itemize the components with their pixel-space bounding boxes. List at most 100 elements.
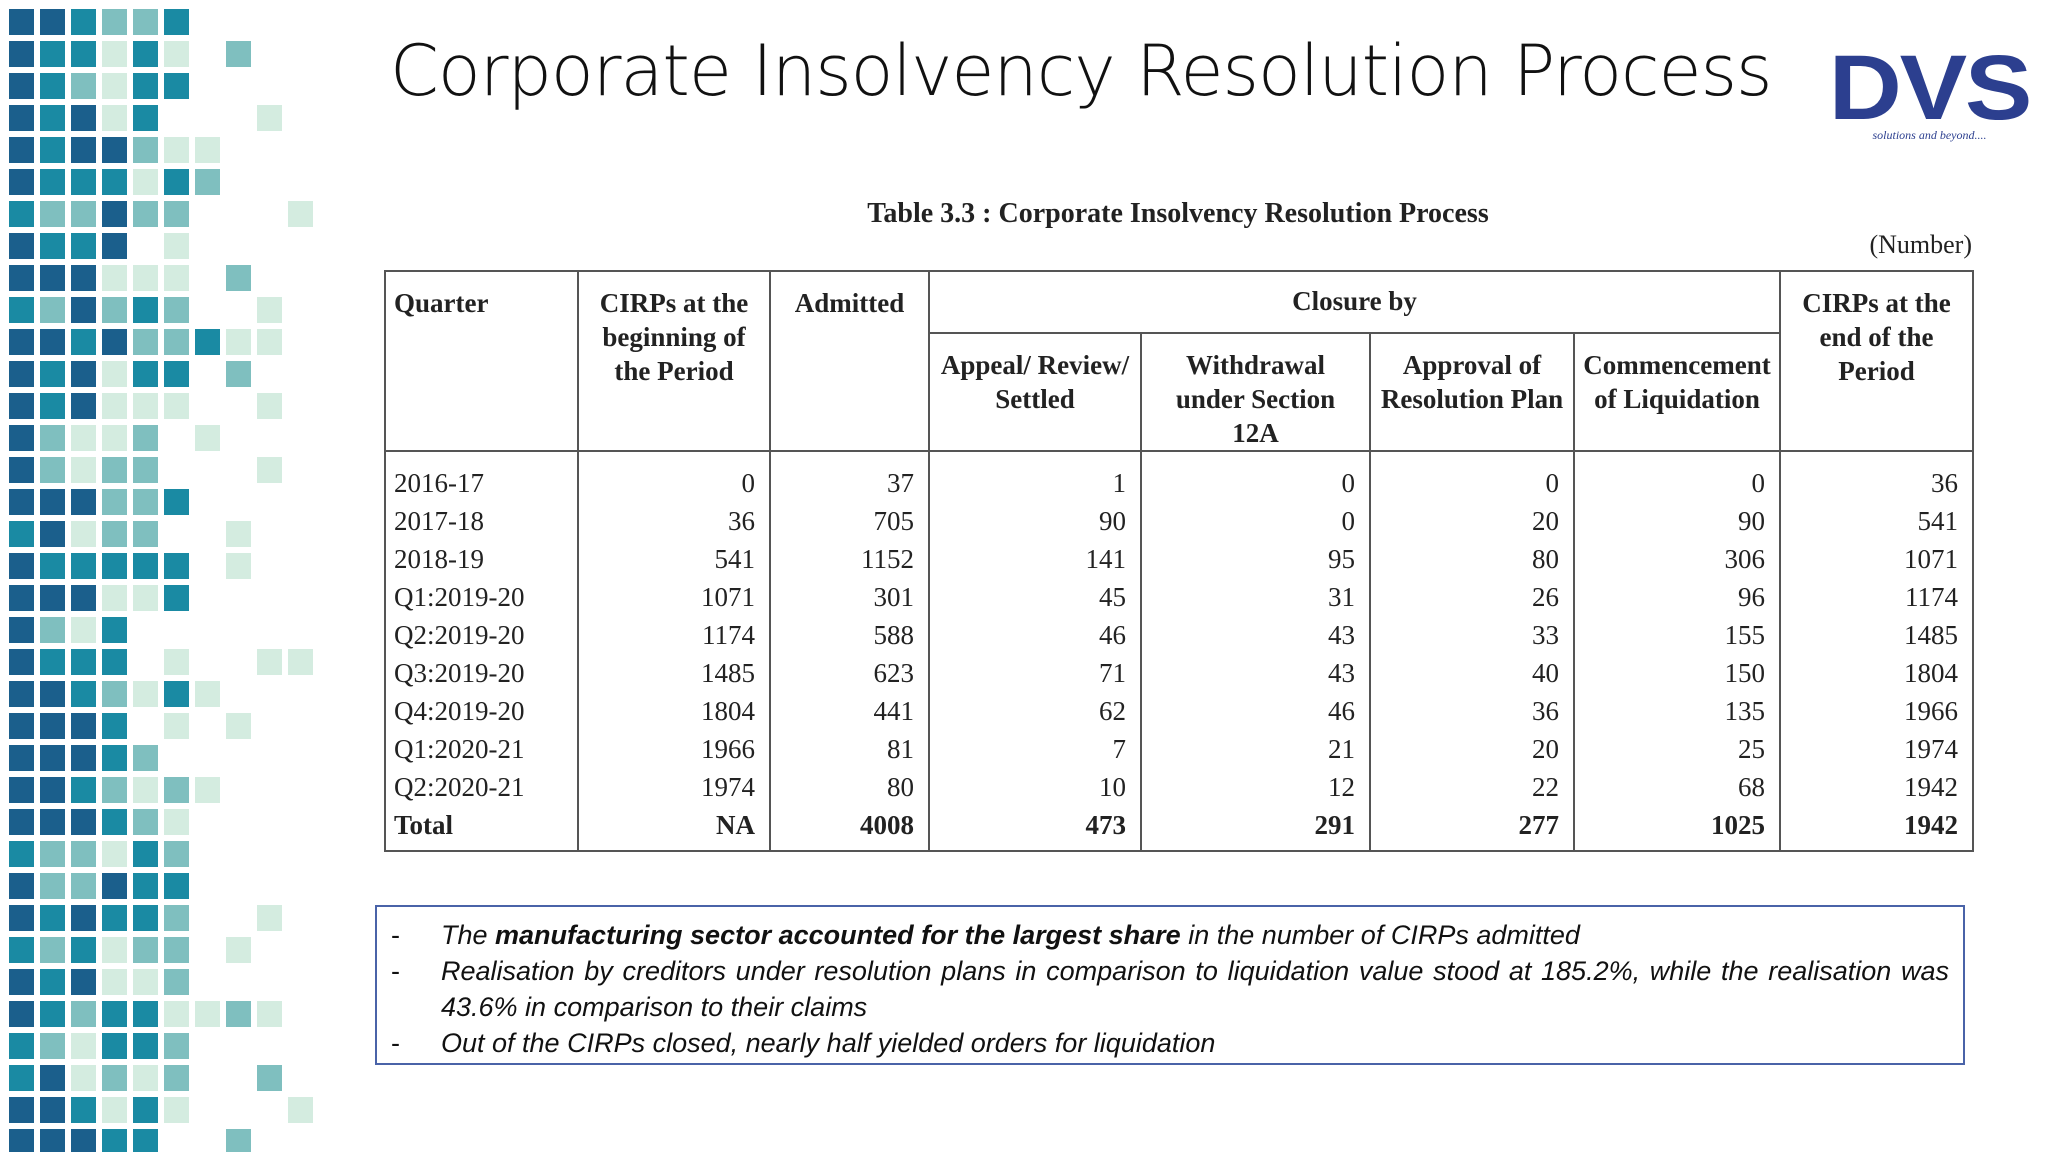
deco-square xyxy=(102,1065,127,1091)
deco-square xyxy=(164,969,189,995)
deco-square xyxy=(133,1065,158,1091)
deco-square xyxy=(71,585,96,611)
table-cell: 95 xyxy=(1140,540,1370,578)
table-cell: 31 xyxy=(1140,578,1370,616)
deco-square xyxy=(40,9,65,35)
deco-square xyxy=(164,361,189,387)
deco-square xyxy=(164,265,189,291)
deco-square xyxy=(9,713,34,739)
table-cell: 0 xyxy=(1140,451,1370,502)
deco-square xyxy=(71,297,96,323)
deco-square xyxy=(102,233,127,259)
deco-square xyxy=(102,713,127,739)
deco-square xyxy=(9,201,34,227)
table-cell: 1974 xyxy=(577,768,770,806)
deco-square xyxy=(133,137,158,163)
deco-square xyxy=(195,681,220,707)
table-cell: 46 xyxy=(928,616,1141,654)
table-cell: 7 xyxy=(928,730,1141,768)
deco-square xyxy=(102,553,127,579)
deco-square xyxy=(40,649,65,675)
deco-square xyxy=(164,649,189,675)
deco-square xyxy=(71,393,96,419)
header-cell: Appeal/ Review/ Settled xyxy=(928,333,1141,452)
table-cell: 155 xyxy=(1572,616,1781,654)
deco-square xyxy=(257,457,282,483)
deco-square xyxy=(133,9,158,35)
deco-square xyxy=(257,393,282,419)
deco-square xyxy=(164,233,189,259)
deco-square xyxy=(226,41,251,67)
deco-square xyxy=(102,265,127,291)
deco-square xyxy=(257,905,282,931)
deco-square xyxy=(102,809,127,835)
deco-square xyxy=(40,169,65,195)
deco-square xyxy=(164,169,189,195)
table-cell: 40 xyxy=(1369,654,1574,692)
deco-square xyxy=(133,1033,158,1059)
deco-square xyxy=(257,1065,282,1091)
deco-square xyxy=(71,1065,96,1091)
deco-square xyxy=(102,1129,127,1152)
deco-square xyxy=(164,1097,189,1123)
deco-square xyxy=(9,1001,34,1027)
deco-square xyxy=(102,649,127,675)
table-row: 2016-17 0 37 1 0 0 0 36 xyxy=(384,451,1974,502)
table-cell: 0 xyxy=(1369,451,1574,502)
deco-square xyxy=(102,745,127,771)
deco-square xyxy=(164,585,189,611)
deco-square xyxy=(9,777,34,803)
deco-square xyxy=(9,105,34,131)
table-cell: 43 xyxy=(1140,654,1370,692)
deco-square xyxy=(102,361,127,387)
deco-square xyxy=(40,137,65,163)
deco-square xyxy=(102,585,127,611)
deco-square xyxy=(133,361,158,387)
deco-square xyxy=(257,329,282,355)
deco-square xyxy=(9,265,34,291)
deco-square xyxy=(9,873,34,899)
note-item: - Realisation by creditors under resoluti… xyxy=(391,953,1949,1025)
table-cell: 1942 xyxy=(1779,806,1974,851)
table-cell: 96 xyxy=(1572,578,1781,616)
logo: DVS solutions and beyond.... xyxy=(1829,42,2033,143)
table-cell: 277 xyxy=(1369,806,1574,851)
deco-square xyxy=(226,713,251,739)
deco-square xyxy=(102,873,127,899)
table-cell: 1485 xyxy=(1779,616,1974,654)
table-cell: 1966 xyxy=(1779,692,1974,730)
table-cell: 20 xyxy=(1369,502,1574,540)
table-cell: 541 xyxy=(1779,502,1974,540)
deco-square xyxy=(71,425,96,451)
deco-square xyxy=(40,425,65,451)
table-cell: 135 xyxy=(1572,692,1781,730)
table-cell: 80 xyxy=(769,768,929,806)
deco-square xyxy=(9,521,34,547)
deco-square xyxy=(133,41,158,67)
deco-square xyxy=(102,617,127,643)
deco-square xyxy=(133,457,158,483)
deco-square xyxy=(133,585,158,611)
deco-square xyxy=(40,585,65,611)
deco-square xyxy=(133,73,158,99)
deco-square xyxy=(133,969,158,995)
deco-square xyxy=(257,297,282,323)
deco-square xyxy=(9,233,34,259)
deco-square xyxy=(164,41,189,67)
deco-square xyxy=(9,9,34,35)
deco-square xyxy=(9,585,34,611)
deco-square xyxy=(9,745,34,771)
deco-square xyxy=(40,41,65,67)
table-row: 2017-18 36 705 90 0 20 90 541 xyxy=(384,502,1974,540)
deco-square xyxy=(9,553,34,579)
deco-square xyxy=(71,553,96,579)
deco-square xyxy=(195,1001,220,1027)
deco-square xyxy=(102,1033,127,1059)
deco-square xyxy=(71,489,96,515)
deco-square xyxy=(257,649,282,675)
deco-square xyxy=(40,265,65,291)
deco-square xyxy=(40,553,65,579)
deco-square xyxy=(133,809,158,835)
deco-square xyxy=(9,393,34,419)
